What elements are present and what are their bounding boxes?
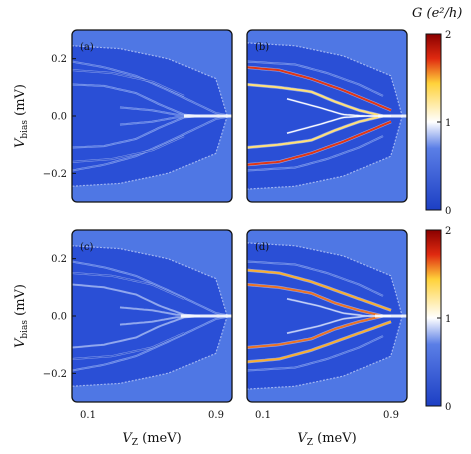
- y-tick-label: 0.2: [51, 54, 67, 65]
- x-axis-label: VZ (meV): [297, 431, 356, 448]
- subgap-peak-3-neg: [247, 135, 384, 172]
- y-axis-label: Vbias (mV): [13, 284, 30, 348]
- subgap-peak-1-pos: [247, 66, 392, 112]
- subgap-peak-1-neg: [247, 320, 392, 363]
- subgap-peak-3-pos: [72, 272, 185, 300]
- colorbar-2: 2 1 0: [425, 226, 451, 413]
- panel-label: (d): [255, 242, 269, 253]
- subgap-peak-3-pos: [247, 260, 384, 297]
- subgap-peak-3-neg: [247, 335, 384, 372]
- subgap-peak-4-neg: [286, 115, 391, 134]
- colorbar-title: G (e²/h): [412, 6, 462, 21]
- colorbar-tick-label: 1: [445, 118, 451, 129]
- panel-c: (c) 0.2 0.0 −0.2 0.1 0.9 Vbias (mV) VZ (meV): [13, 229, 233, 448]
- subgap-peak-2-neg: [72, 315, 201, 349]
- colorbar-tick-label: 0: [445, 402, 451, 413]
- subgap-peak-1-neg: [247, 120, 392, 166]
- gap-region: [247, 42, 403, 190]
- y-axis-label: Vbias (mV): [13, 84, 30, 148]
- colorbar-tick-label: 2: [445, 226, 451, 237]
- panel-frame: [246, 229, 408, 403]
- subgap-peak-1-pos: [72, 260, 232, 317]
- subgap-peak-2-pos: [247, 83, 384, 117]
- panel-label: (c): [80, 242, 94, 253]
- x-tick-label: 0.1: [80, 410, 96, 421]
- subgap-peak-1-neg: [72, 115, 232, 172]
- y-tick-label: 0.2: [51, 254, 67, 265]
- panel-b: (b): [246, 29, 408, 203]
- envelope-edge-upper: [72, 245, 228, 317]
- x-tick-label: 0.1: [255, 410, 271, 421]
- subgap-peak-2-neg: [247, 115, 384, 149]
- envelope-edge-upper: [247, 42, 403, 117]
- gap-region: [247, 242, 403, 390]
- subgap-peak-2-pos: [72, 83, 201, 117]
- x-tick-label: 0.9: [383, 410, 399, 421]
- subgap-peak-2-pos: [72, 283, 201, 317]
- envelope-edge-upper: [72, 45, 228, 117]
- colorbar-tick-label: 1: [445, 314, 451, 325]
- subgap-peak-1-pos: [72, 60, 232, 117]
- panel-frame: [246, 29, 408, 203]
- x-tick-label: 0.9: [208, 410, 224, 421]
- gap-region: [72, 245, 228, 387]
- colorbar-1: 2 1 0 G (e²/h): [412, 6, 462, 217]
- envelope-edge-lower: [247, 315, 403, 390]
- subgap-peak-1-neg: [72, 315, 232, 372]
- subgap-peak-3-neg: [72, 332, 185, 360]
- subgap-peak-3-pos: [247, 60, 384, 97]
- y-tick-label: −0.2: [43, 369, 67, 380]
- envelope-edge-lower: [72, 115, 228, 187]
- panel-d: (d) 0.1 0.9 VZ (meV): [246, 229, 408, 448]
- subgap-peak-2-neg: [72, 115, 201, 149]
- y-tick-label: 0.0: [51, 112, 67, 123]
- colorbar-tick-label: 0: [445, 206, 451, 217]
- y-tick-label: 0.0: [51, 312, 67, 323]
- envelope-edge-upper: [247, 242, 403, 317]
- panel-label: (a): [80, 42, 94, 53]
- panel-label: (b): [255, 42, 269, 53]
- subgap-peak-2-pos: [247, 283, 384, 317]
- subgap-peak-2-neg: [247, 315, 384, 349]
- panel-a: (a) 0.2 0.0 −0.2 Vbias (mV): [13, 29, 233, 203]
- subgap-peak-3-pos: [72, 69, 185, 97]
- envelope-edge-lower: [247, 115, 403, 190]
- subgap-peak-3-neg: [72, 135, 185, 163]
- subgap-peak-4-neg: [286, 315, 391, 334]
- colorbar-tick-label: 2: [445, 30, 451, 41]
- envelope-edge-lower: [72, 315, 228, 387]
- gap-region: [72, 45, 228, 187]
- x-axis-label: VZ (meV): [122, 431, 181, 448]
- subgap-peak-1-pos: [247, 269, 392, 312]
- y-tick-label: −0.2: [43, 169, 67, 180]
